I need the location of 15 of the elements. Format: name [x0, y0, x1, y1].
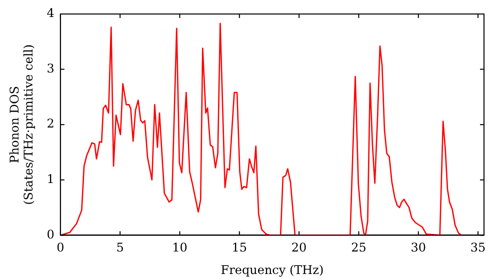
y-tick-label: 3: [46, 61, 54, 76]
x-tick-label: 0: [56, 240, 64, 255]
x-tick-label: 25: [351, 240, 366, 255]
y-axis-title: Phonon DOS (States/THz·primitive cell): [7, 44, 36, 205]
x-tick-label: 30: [410, 240, 426, 255]
x-tick-label: 5: [116, 240, 124, 255]
x-axis-title: Frequency (THz): [220, 262, 324, 277]
x-tick-label: 20: [291, 240, 307, 255]
y-tick-label: 2: [46, 116, 54, 131]
x-tick-label: 10: [172, 240, 188, 255]
y-tick-label: 1: [46, 172, 54, 186]
x-tick-label: 15: [232, 240, 248, 255]
x-tick-label: 35: [470, 240, 486, 255]
y-tick-label: 4: [46, 6, 55, 20]
y-tick-label: 0: [46, 227, 54, 242]
